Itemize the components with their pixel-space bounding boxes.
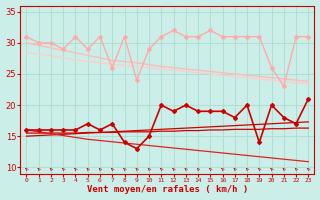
X-axis label: Vent moyen/en rafales ( km/h ): Vent moyen/en rafales ( km/h ) [87, 185, 248, 194]
